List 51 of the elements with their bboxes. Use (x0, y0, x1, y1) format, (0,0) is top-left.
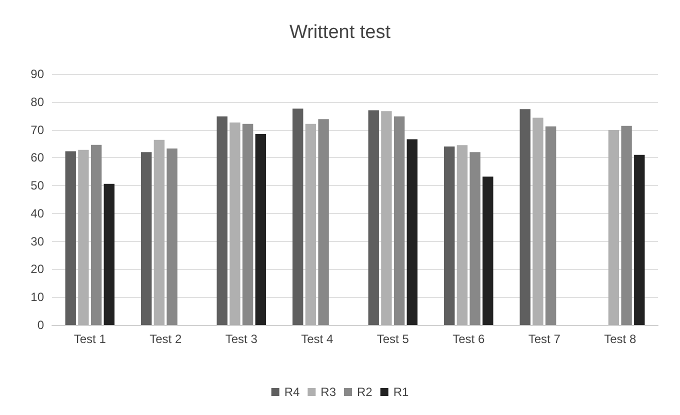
bar (318, 119, 329, 325)
legend-label: R3 (320, 385, 336, 399)
x-tick-label: Test 4 (301, 332, 334, 346)
bar (292, 108, 304, 325)
bar (154, 140, 165, 325)
y-tick-label: 80 (30, 94, 44, 109)
x-tick-label: Test 7 (528, 332, 561, 346)
x-tick-label: Test 6 (452, 332, 485, 346)
bar (216, 116, 228, 325)
y-tick-label: 90 (30, 67, 44, 81)
chart-title: Writtent test (289, 22, 392, 43)
y-tick-label: 70 (30, 122, 44, 137)
bar (634, 154, 645, 325)
bar (532, 118, 544, 325)
bar (482, 176, 494, 325)
bar (65, 151, 76, 325)
x-tick-label: Test 5 (376, 332, 410, 346)
legend-label: R2 (357, 385, 373, 399)
bar (90, 144, 102, 325)
bar (305, 124, 316, 325)
y-tick-label: 40 (30, 206, 44, 220)
y-tick-label: 50 (30, 178, 44, 193)
bar (545, 126, 556, 325)
bar (230, 122, 240, 325)
bar (456, 145, 468, 325)
legend-label: R1 (393, 385, 410, 399)
bar (141, 152, 152, 325)
bar (242, 124, 254, 325)
bar (470, 152, 480, 325)
y-tick-label: 30 (30, 234, 44, 248)
bar (444, 146, 455, 325)
bar (381, 111, 392, 325)
x-tick-label: Test 1 (74, 332, 106, 346)
bar (255, 134, 266, 325)
bar (608, 130, 620, 325)
bar (368, 110, 379, 325)
bar (406, 139, 418, 325)
legend-label: R4 (284, 385, 300, 399)
y-tick-label: 0 (37, 318, 44, 332)
x-tick-label: Test 8 (604, 332, 636, 346)
bar (621, 126, 632, 325)
bar (394, 116, 405, 325)
y-tick-label: 10 (30, 290, 44, 304)
y-tick-label: 20 (30, 262, 44, 276)
bar (520, 109, 530, 325)
x-tick-label: Test 2 (150, 332, 182, 346)
bar (166, 148, 178, 325)
bar (78, 150, 89, 325)
x-tick-label: Test 3 (225, 332, 258, 346)
y-tick-label: 60 (30, 150, 44, 165)
bar (104, 184, 114, 325)
